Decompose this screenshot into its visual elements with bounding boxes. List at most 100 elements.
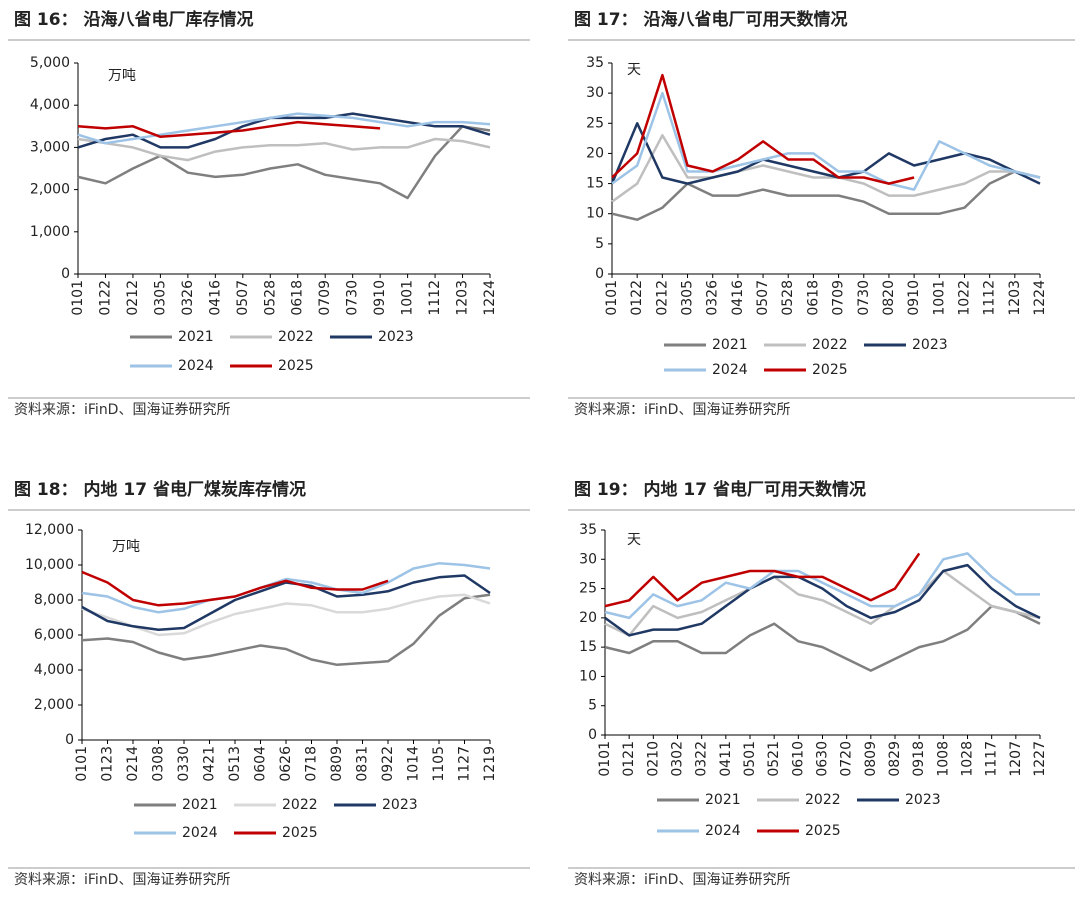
x-tick-label: 0910 xyxy=(372,280,388,316)
x-tick-label: 0630 xyxy=(815,741,831,777)
series-line xyxy=(604,569,1041,637)
legend-label: 2023 xyxy=(912,337,948,353)
x-tick-label: 0720 xyxy=(839,741,855,777)
y-tick-label: 4,000 xyxy=(30,97,70,113)
x-tick-label: 1127 xyxy=(457,746,473,782)
x-tick-label: 0101 xyxy=(74,746,90,782)
x-tick-label: 0513 xyxy=(227,746,243,782)
x-tick-label: 0604 xyxy=(253,746,269,782)
legend-label: 2022 xyxy=(812,337,848,353)
y-tick-label: 2,000 xyxy=(34,697,74,713)
x-tick-label: 1001 xyxy=(400,280,416,316)
y-tick-label: 0 xyxy=(595,266,604,282)
x-tick-label: 1207 xyxy=(1008,741,1024,777)
legend-label: 2023 xyxy=(382,797,418,813)
series-line xyxy=(77,125,491,200)
x-tick-label: 0326 xyxy=(705,280,721,316)
series-line xyxy=(604,552,921,608)
x-tick-label: 0528 xyxy=(780,280,796,316)
series-line xyxy=(77,120,381,139)
x-tick-label: 0421 xyxy=(202,746,218,782)
y-tick-label: 30 xyxy=(579,551,597,567)
series-line xyxy=(81,570,389,607)
legend-label: 2022 xyxy=(282,797,318,813)
x-tick-label: 1105 xyxy=(431,746,447,782)
x-tick-label: 0214 xyxy=(125,746,141,782)
x-tick-label: 0829 xyxy=(887,741,903,777)
y-tick-label: 25 xyxy=(586,115,604,131)
x-tick-label: 0507 xyxy=(235,280,251,316)
source: 资料来源：iFinD、国海证券研究所 xyxy=(574,402,790,418)
x-tick-label: 0730 xyxy=(345,280,361,316)
y-tick-label: 30 xyxy=(586,85,604,101)
y-tick-label: 20 xyxy=(579,610,597,626)
x-tick-label: 0212 xyxy=(125,280,141,316)
x-tick-label: 0305 xyxy=(680,280,696,316)
x-tick-label: 0709 xyxy=(831,280,847,316)
unit-label: 天 xyxy=(627,62,641,78)
y-tick-label: 5 xyxy=(595,236,604,252)
unit-label: 万吨 xyxy=(112,539,140,555)
y-tick-label: 35 xyxy=(579,522,597,538)
y-tick-label: 8,000 xyxy=(34,592,74,608)
chart-title: 图 16： 沿海八省电厂库存情况 xyxy=(14,9,254,30)
x-tick-label: 0610 xyxy=(790,741,806,777)
x-tick-label: 1022 xyxy=(956,280,972,316)
x-tick-label: 0123 xyxy=(100,746,116,782)
legend-label: 2023 xyxy=(905,792,941,808)
x-tick-label: 1227 xyxy=(1032,741,1048,777)
legend-label: 2021 xyxy=(182,797,218,813)
x-tick-label: 0122 xyxy=(97,280,113,316)
legend-label: 2021 xyxy=(712,337,748,353)
x-tick-label: 0809 xyxy=(863,741,879,777)
x-tick-label: 0809 xyxy=(329,746,345,782)
x-tick-label: 0910 xyxy=(906,280,922,316)
x-tick-label: 1219 xyxy=(482,746,498,782)
x-tick-label: 0101 xyxy=(70,280,86,316)
y-tick-label: 2,000 xyxy=(30,182,70,198)
x-tick-label: 0411 xyxy=(718,741,734,777)
y-tick-label: 6,000 xyxy=(34,627,74,643)
y-tick-label: 3,000 xyxy=(30,139,70,155)
x-tick-label: 0501 xyxy=(742,741,758,777)
y-tick-label: 25 xyxy=(579,581,597,597)
y-tick-label: 4,000 xyxy=(34,662,74,678)
x-tick-label: 0922 xyxy=(380,746,396,782)
y-tick-label: 0 xyxy=(588,727,597,743)
legend-label: 2025 xyxy=(278,358,314,374)
legend-label: 2025 xyxy=(282,825,318,841)
series-line xyxy=(77,112,491,145)
legend-label: 2025 xyxy=(812,362,848,378)
x-tick-label: 0618 xyxy=(805,280,821,316)
series-line xyxy=(81,562,491,614)
legend-label: 2024 xyxy=(182,825,218,841)
series-line xyxy=(611,73,915,185)
y-tick-label: 10 xyxy=(586,206,604,222)
legend-label: 2022 xyxy=(278,329,314,345)
series-line xyxy=(604,604,1041,672)
legend-label: 2021 xyxy=(705,792,741,808)
x-tick-label: 0528 xyxy=(262,280,278,316)
x-tick-label: 1203 xyxy=(1007,280,1023,316)
x-tick-label: 0718 xyxy=(304,746,320,782)
x-tick-label: 0305 xyxy=(152,280,168,316)
y-tick-label: 0 xyxy=(65,732,74,748)
chart-title: 图 18： 内地 17 省电厂煤炭库存情况 xyxy=(14,479,306,500)
x-tick-label: 1203 xyxy=(455,280,471,316)
x-tick-label: 0709 xyxy=(317,280,333,316)
x-tick-label: 1117 xyxy=(984,741,1000,777)
x-tick-label: 0101 xyxy=(597,741,613,777)
series-line xyxy=(611,91,1041,191)
x-tick-label: 1001 xyxy=(931,280,947,316)
x-tick-label: 0507 xyxy=(755,280,771,316)
legend-label: 2022 xyxy=(805,792,841,808)
series-line xyxy=(81,593,491,667)
x-tick-label: 0326 xyxy=(180,280,196,316)
x-tick-label: 0521 xyxy=(766,741,782,777)
legend-label: 2024 xyxy=(712,362,748,378)
x-tick-label: 0322 xyxy=(694,741,710,777)
x-tick-label: 1014 xyxy=(406,746,422,782)
x-tick-label: 0626 xyxy=(278,746,294,782)
x-tick-label: 0330 xyxy=(176,746,192,782)
